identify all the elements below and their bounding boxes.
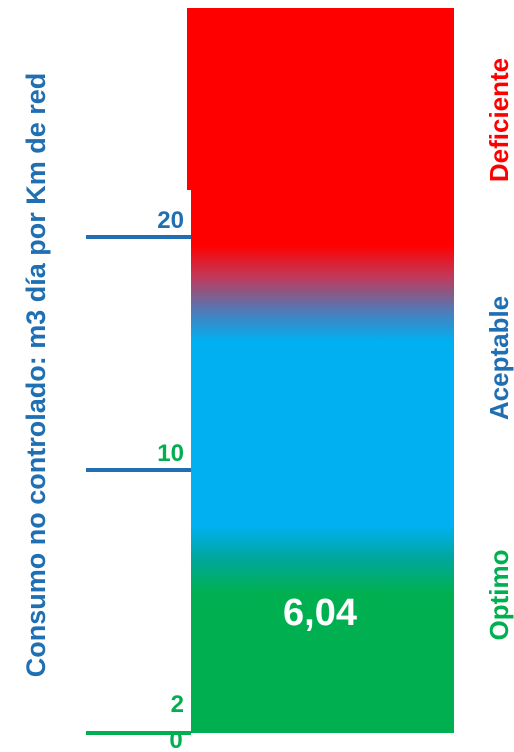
tick-marks [86,235,191,735]
zone-label-deficiente: Deficiente [484,58,514,182]
zone-label-optimo: Optimo [484,550,514,641]
tick-label-20: 20 [157,207,184,234]
current-value-label: 6,04 [283,592,357,634]
y-axis-title: Consumo no controlado: m3 día por Km de … [21,73,51,678]
zone-label-aceptable: Aceptable [484,296,514,420]
gauge-top-red-inner [187,8,449,188]
tick-label-0: 0 [169,727,182,752]
tick-label-2: 2 [171,691,184,718]
tick-label-10: 10 [157,440,184,467]
